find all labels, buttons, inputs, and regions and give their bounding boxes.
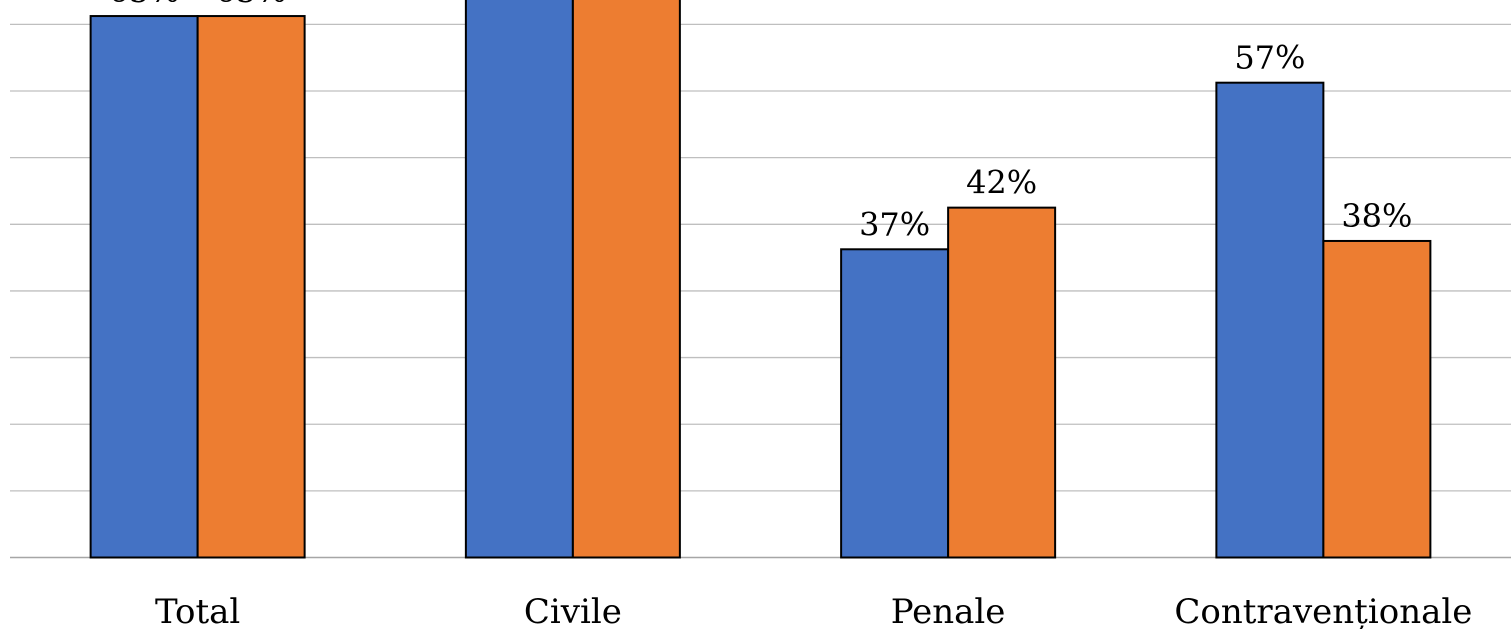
category-axis: Total Civile Penale Contravenționale — [155, 592, 1472, 629]
category-label-contravenționale: Contravenționale — [1174, 592, 1472, 629]
bar-total-series-2 — [196, 15, 306, 559]
data-label-contravenționale-series-2: 38% — [1341, 197, 1412, 235]
category-label-civile: Civile — [524, 592, 622, 629]
bar-penale-series-1 — [840, 248, 950, 559]
data-label-penale-series-1: 37% — [859, 205, 930, 243]
data-label-total-series-1: 65% — [109, 0, 180, 10]
bar-contravenționale-series-2 — [1322, 239, 1432, 559]
bar-penale-series-2 — [947, 206, 1057, 559]
data-label-contravenționale-series-1: 57% — [1234, 39, 1305, 77]
bar-civile-series-2 — [571, 0, 681, 559]
category-label-total: Total — [155, 592, 240, 629]
category-label-penale: Penale — [891, 592, 1006, 629]
data-label-penale-series-2: 42% — [966, 164, 1037, 202]
bar-total-series-1 — [89, 15, 199, 559]
bar-contravenționale-series-1 — [1215, 81, 1325, 559]
bars — [89, 0, 1432, 559]
data-label-total-series-2: 65% — [216, 0, 287, 10]
bar-civile-series-1 — [464, 0, 574, 559]
data-labels: 65%65%74%75%37%42%57%38% — [109, 0, 1413, 243]
